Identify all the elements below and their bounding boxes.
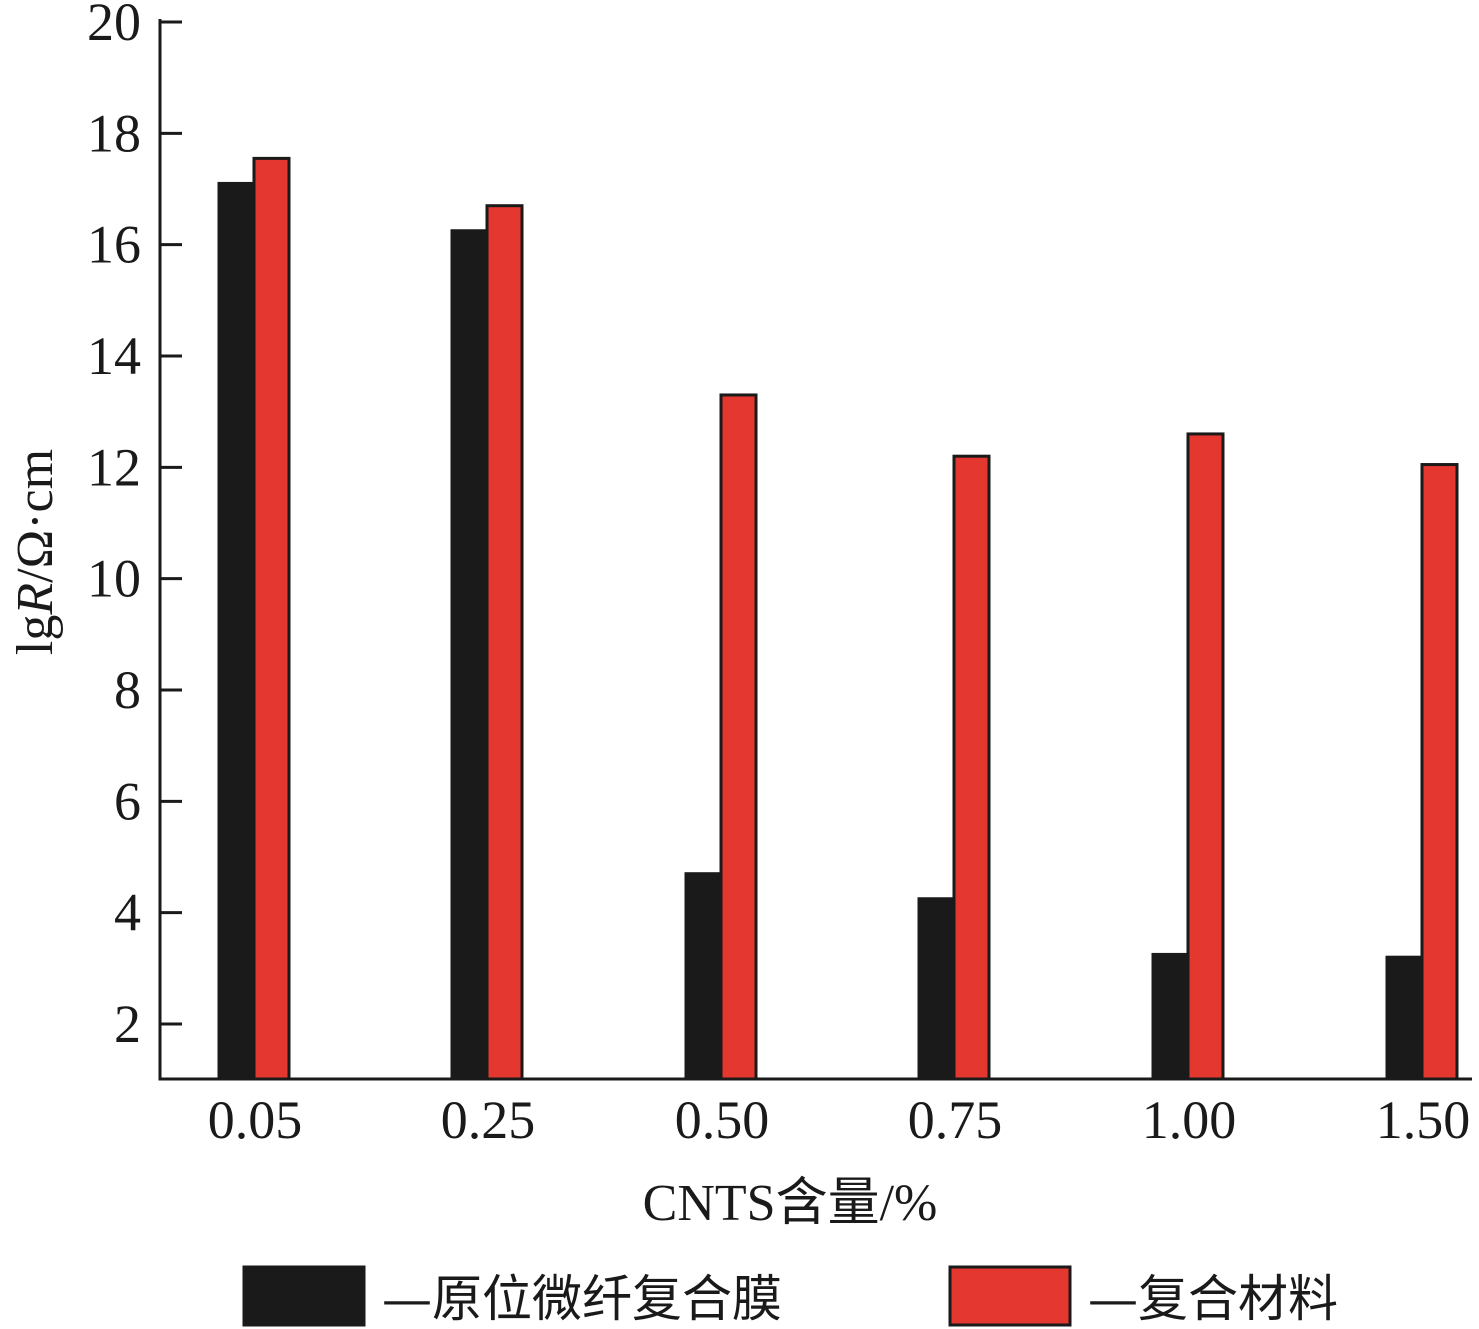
y-axis-title: lgR/Ω·cm: [7, 449, 64, 655]
x-tick-label: 1.00: [1142, 1090, 1237, 1150]
tick-labels: 2 4 6 8 10 12 14 16 18 20 0.05 0.25 0.50 0.75 1.00 1.50: [87, 0, 1470, 1150]
legend-label-2: —复合材料: [1088, 1270, 1338, 1328]
bar-series-2-0.50: [719, 393, 758, 1081]
x-tick-label: 0.25: [441, 1090, 536, 1150]
y-tick-label: 16: [87, 215, 141, 275]
x-tick-label: 0.05: [208, 1090, 303, 1150]
x-tick-label: 1.50: [1376, 1090, 1471, 1150]
bar-series-2-1.00: [1186, 432, 1225, 1081]
legend-swatch-1: [242, 1265, 366, 1327]
y-tick-label: 14: [87, 326, 141, 386]
y-tick-label: 2: [114, 994, 141, 1054]
y-tick-label: 18: [87, 103, 141, 163]
y-tick-label: 10: [87, 549, 141, 609]
bar-series-1-0.75: [917, 897, 956, 1081]
y-tick-label: 8: [114, 660, 141, 720]
bar-series-2-0.25: [485, 204, 524, 1081]
axes: [158, 19, 1472, 1081]
x-tick-label: 0.75: [908, 1090, 1003, 1150]
bar-series-1-0.25: [450, 229, 489, 1081]
bar-series-2-0.75: [952, 454, 991, 1081]
y-tick-label: 6: [114, 771, 141, 831]
legend-label-1: —原位微纤复合膜: [382, 1270, 782, 1328]
y-tick-label: 12: [87, 437, 141, 497]
bar-series-2-1.50: [1420, 463, 1459, 1081]
bar-series-1-0.50: [684, 872, 723, 1081]
y-tick-label: 20: [87, 0, 141, 52]
legend-swatch-2: [948, 1265, 1072, 1327]
bars: [217, 156, 1459, 1081]
bar-series-2-0.05: [252, 156, 291, 1081]
y-tick-label: 4: [114, 883, 141, 943]
bar-series-1-1.50: [1385, 955, 1424, 1081]
bar-series-1-1.00: [1151, 952, 1190, 1081]
bar-series-1-0.05: [217, 181, 256, 1081]
x-axis-title: CNTS含量/%: [643, 1175, 938, 1232]
x-tick-label: 0.50: [675, 1090, 770, 1150]
legend: —原位微纤复合膜 —复合材料: [242, 1265, 1338, 1328]
